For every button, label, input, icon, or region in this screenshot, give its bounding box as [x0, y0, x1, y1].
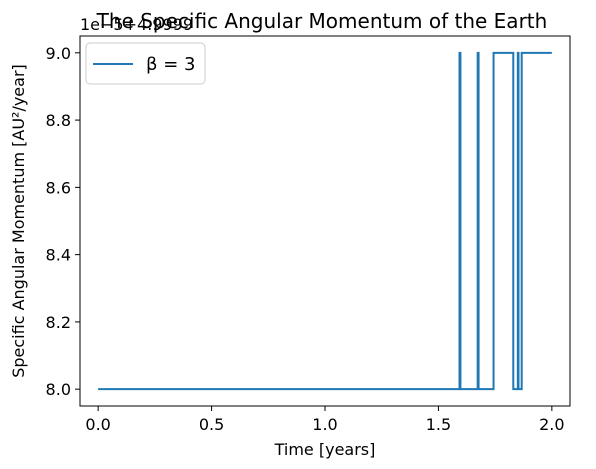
chart-title: The Specific Angular Momentum of the Ear… [96, 9, 548, 33]
legend-label: β = 3 [146, 54, 195, 75]
x-tick-label: 0.0 [85, 415, 110, 434]
x-tick-label: 0.5 [199, 415, 224, 434]
y-axis-ticks: 8.0 8.2 8.4 8.6 8.8 9.0 [46, 44, 80, 399]
y-tick-label: 8.0 [46, 380, 71, 399]
plot-frame [79, 35, 571, 407]
y-tick-label: 8.4 [46, 246, 71, 265]
y-tick-label: 8.2 [46, 313, 71, 332]
x-axis-label: Time [years] [274, 440, 376, 459]
y-tick-label: 8.6 [46, 178, 71, 197]
x-axis-ticks: 0.0 0.5 1.0 1.5 2.0 [85, 406, 565, 434]
series-line-beta-3 [98, 51, 552, 391]
x-tick-label: 1.5 [426, 415, 451, 434]
legend-box [85, 42, 206, 85]
y-tick-label: 8.8 [46, 111, 71, 130]
x-tick-label: 1.0 [312, 415, 337, 434]
x-tick-label: 2.0 [539, 415, 564, 434]
y-offset-text: 1e−5+4.9999 [80, 15, 193, 34]
y-axis-label: Specific Angular Momentum [AU²/year] [9, 64, 28, 378]
y-tick-label: 9.0 [46, 44, 71, 63]
legend: β = 3 [85, 42, 206, 85]
